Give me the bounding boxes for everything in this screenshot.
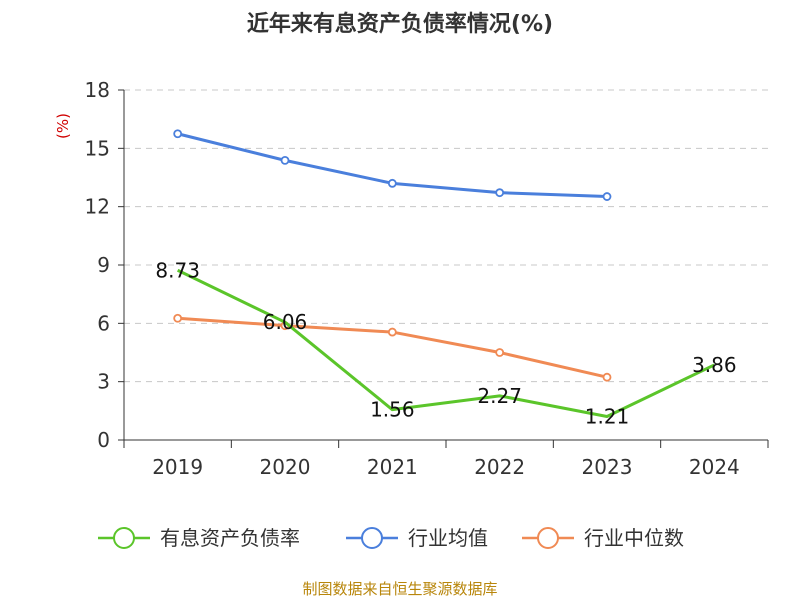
x-tick-label: 2022 xyxy=(474,455,525,479)
data-label: 6.06 xyxy=(263,310,308,334)
data-point xyxy=(280,155,290,165)
data-point xyxy=(495,348,505,357)
axis-layer: 0 3 6 9 12 15 18 (%) 2019 2020 2021 2022 2023 2024 xyxy=(54,78,769,479)
x-tick-label: 2024 xyxy=(689,455,740,479)
series-line-2 xyxy=(177,316,608,379)
data-point xyxy=(387,327,397,337)
data-point xyxy=(602,192,612,201)
y-tick-label: 18 xyxy=(85,78,110,102)
data-label: 2.27 xyxy=(477,384,522,408)
legend-swatch-marker xyxy=(361,527,383,549)
chart-title: 近年来有息资产负债率情况(%) xyxy=(246,12,554,37)
y-tick-label: 9 xyxy=(97,253,110,277)
legend-item: 行业均值 xyxy=(346,526,488,550)
legend-swatch-marker xyxy=(537,527,559,549)
legend-label: 行业均值 xyxy=(408,526,488,550)
label-layer: 8.73 6.06 1.56 2.27 1.21 3.86 xyxy=(155,258,736,428)
y-tick-label: 12 xyxy=(85,195,110,219)
x-tick-label: 2019 xyxy=(152,455,203,479)
source-note: 制图数据来自恒生聚源数据库 xyxy=(302,580,498,598)
legend-item: 有息资产负债率 xyxy=(98,526,300,550)
grid-layer xyxy=(124,89,768,383)
data-point xyxy=(173,313,183,323)
series-line-0 xyxy=(177,268,715,418)
legend: 有息资产负债率 行业均值 行业中位数 xyxy=(98,526,684,550)
y-unit-label: (%) xyxy=(54,113,72,139)
y-tick-label: 3 xyxy=(97,370,110,394)
data-label: 1.21 xyxy=(585,404,630,428)
y-tick-label: 6 xyxy=(97,311,110,335)
data-label: 8.73 xyxy=(155,258,200,282)
data-point xyxy=(495,188,505,198)
data-point xyxy=(173,129,183,139)
x-tick-label: 2020 xyxy=(260,455,311,479)
legend-item: 行业中位数 xyxy=(522,526,684,550)
data-label: 3.86 xyxy=(692,353,737,377)
legend-swatch-marker xyxy=(113,527,135,549)
legend-label: 行业中位数 xyxy=(584,526,684,550)
data-label: 1.56 xyxy=(370,398,415,422)
y-tick-label: 0 xyxy=(97,428,110,452)
data-point xyxy=(602,372,612,382)
data-point xyxy=(387,178,397,188)
series-layer xyxy=(173,129,715,418)
legend-label: 有息资产负债率 xyxy=(160,526,300,550)
y-tick-label: 15 xyxy=(85,136,110,160)
x-tick-label: 2023 xyxy=(582,455,633,479)
x-tick-label: 2021 xyxy=(367,455,418,479)
